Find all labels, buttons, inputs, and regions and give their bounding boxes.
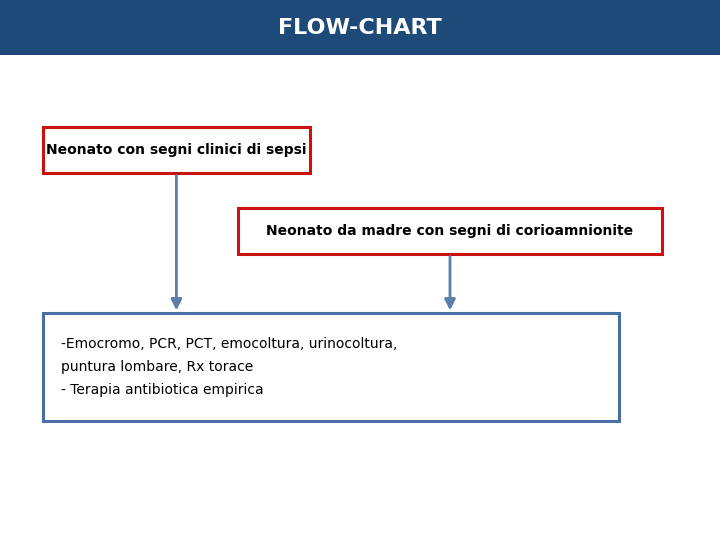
Text: FLOW-CHART: FLOW-CHART — [278, 17, 442, 38]
Text: -Emocromo, PCR, PCT, emocoltura, urinocoltura,
puntura lombare, Rx torace
- Tera: -Emocromo, PCR, PCT, emocoltura, urinoco… — [61, 338, 397, 397]
Text: Neonato con segni clinici di sepsi: Neonato con segni clinici di sepsi — [46, 143, 307, 157]
Bar — [0, 0, 720, 55]
Bar — [43, 127, 310, 173]
Bar — [238, 208, 662, 254]
Text: Neonato da madre con segni di corioamnionite: Neonato da madre con segni di corioamnio… — [266, 224, 634, 238]
Bar — [43, 313, 619, 421]
